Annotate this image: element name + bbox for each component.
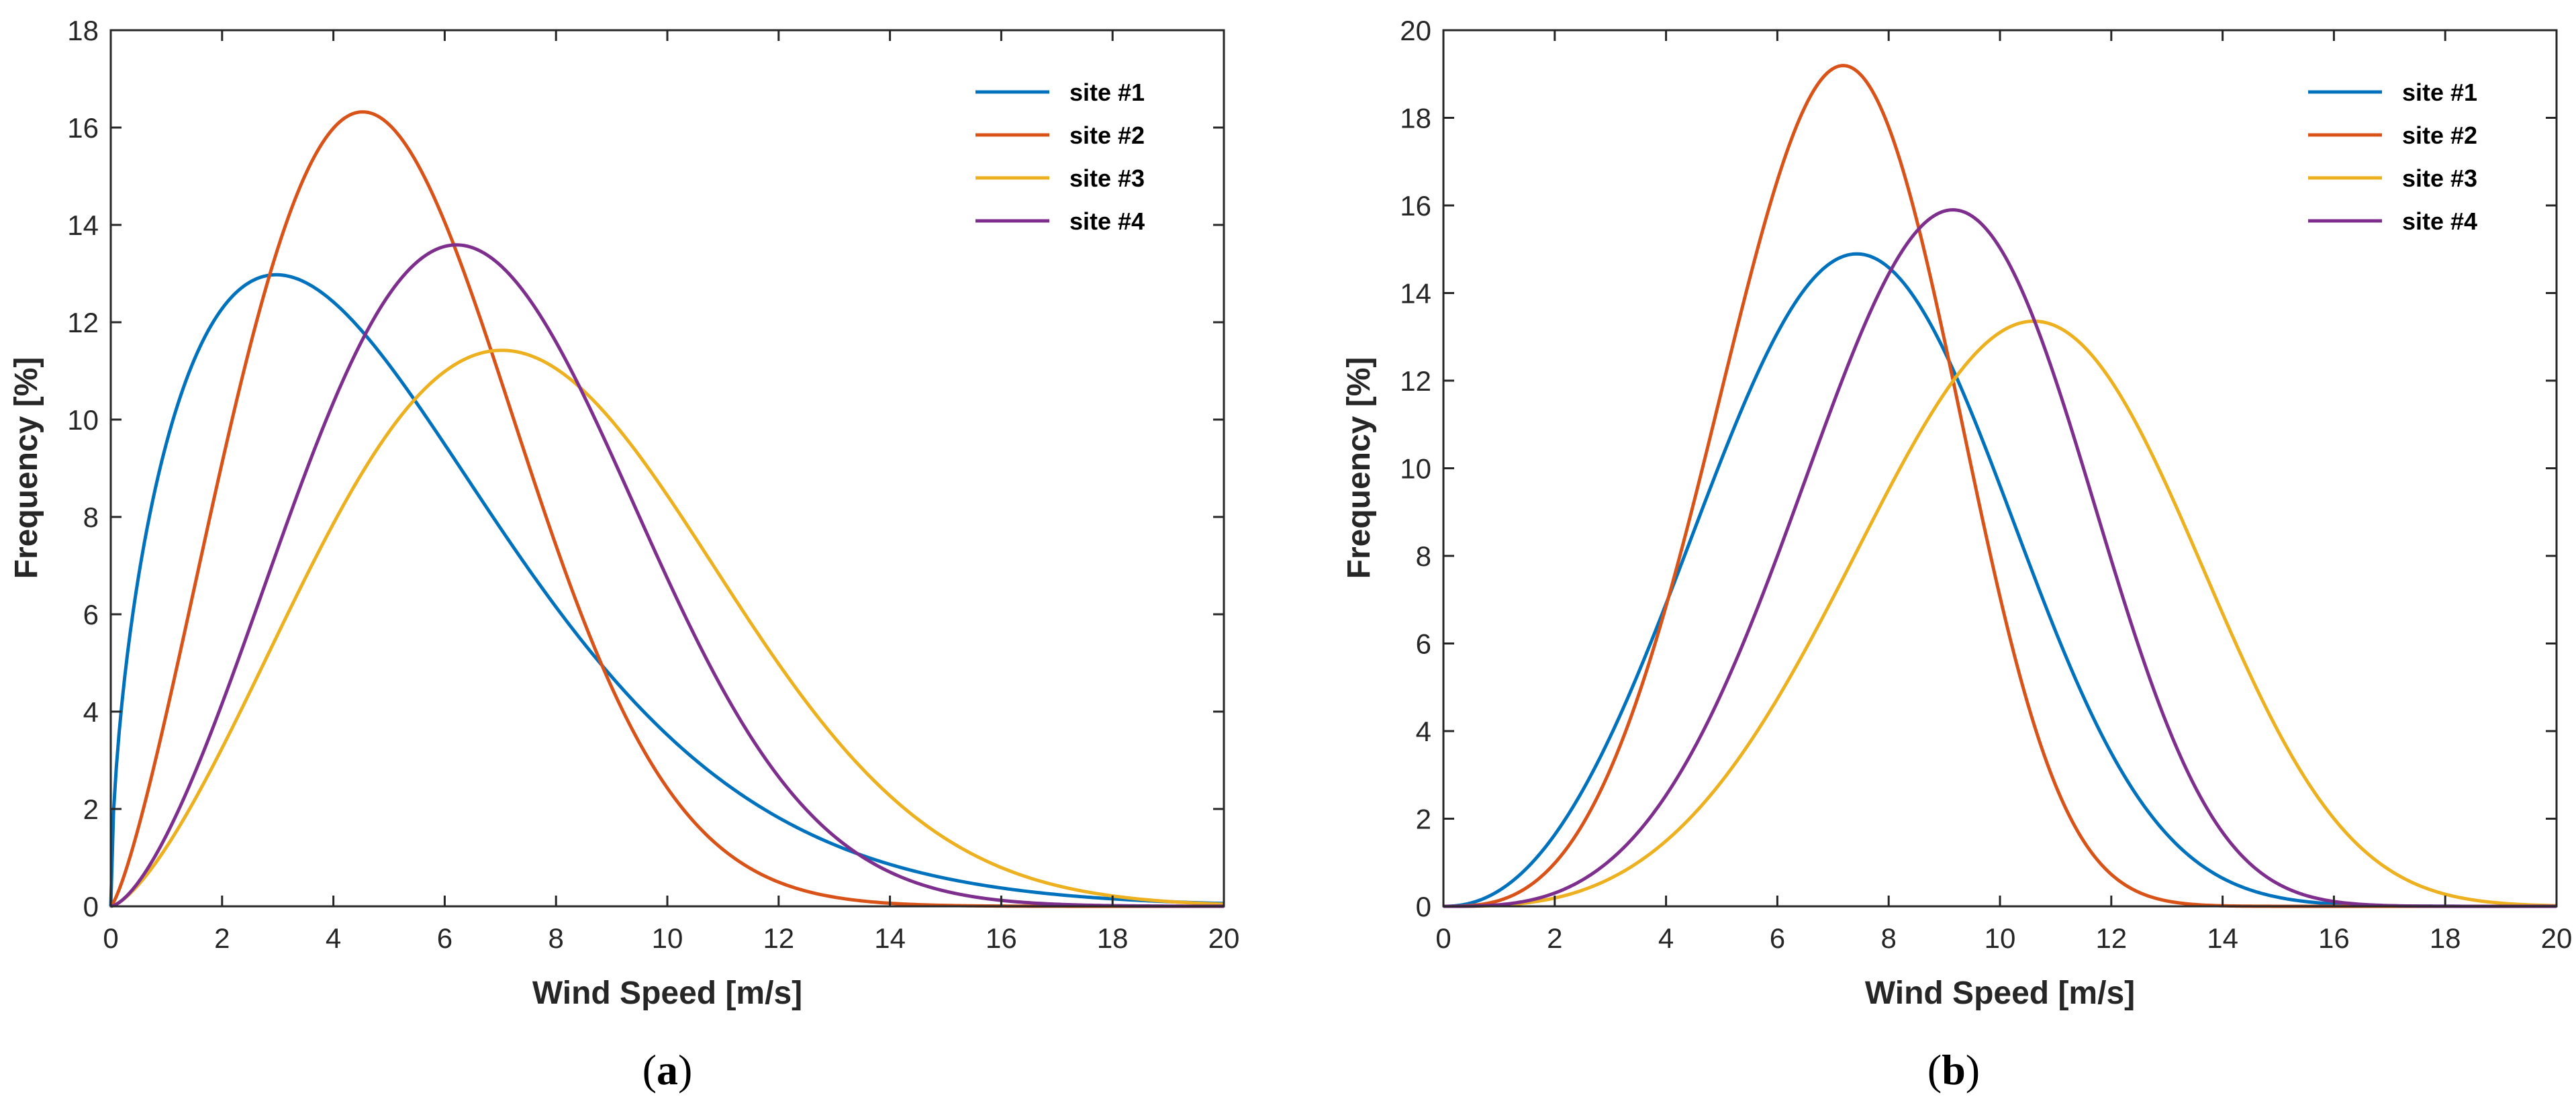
- y-axis-label-b: Frequency [%]: [1341, 357, 1377, 579]
- y-tick-label: 12: [67, 307, 99, 338]
- x-tick-label: 8: [548, 922, 564, 954]
- x-tick-label: 12: [763, 922, 794, 954]
- x-tick-label: 6: [437, 922, 452, 954]
- x-tick-label: 0: [1435, 922, 1451, 954]
- x-tick-label: 14: [874, 922, 906, 954]
- y-axis-label-a: Frequency [%]: [9, 357, 44, 579]
- legend-label-site-1: site #1: [1069, 79, 1145, 106]
- x-tick-label: 14: [2207, 922, 2238, 954]
- x-tick-label: 18: [2430, 922, 2461, 954]
- x-tick-label: 18: [1097, 922, 1129, 954]
- chart-panel-b: 0 2 4 6 8 10 12 14 16 18 20 0 2 4 6 8 10 12 14 16 18 20 site …: [1341, 15, 2572, 1094]
- ticks-layer-b: 0 2 4 6 8 10 12 14 16 18 20 0 2 4 6 8 10 12 14 16 18 20: [1400, 15, 2572, 954]
- x-tick-label: 4: [326, 922, 341, 954]
- x-axis-label-b: Wind Speed [m/s]: [1865, 975, 2135, 1011]
- legend-label-site-2: site #2: [2402, 122, 2477, 149]
- legend-label-site-4: site #4: [1069, 207, 1145, 235]
- y-tick-label: 18: [1400, 103, 1431, 134]
- legend-label-site-4: site #4: [2402, 207, 2477, 235]
- legend-label-site-2: site #2: [1069, 122, 1145, 149]
- series-layer-b: [1443, 64, 2557, 908]
- x-tick-label: 2: [214, 922, 230, 954]
- x-axis-label-a: Wind Speed [m/s]: [532, 975, 802, 1011]
- y-tick-label: 16: [67, 112, 99, 144]
- y-tick-label: 10: [67, 404, 99, 436]
- x-tick-label: 4: [1658, 922, 1674, 954]
- y-tick-label: 4: [1416, 716, 1431, 747]
- x-tick-label: 10: [1985, 922, 2016, 954]
- y-tick-label: 18: [67, 15, 99, 46]
- panel-letter-b: b: [1942, 1046, 1966, 1094]
- y-tick-label: 6: [1416, 628, 1431, 660]
- x-tick-label: 16: [2318, 922, 2350, 954]
- x-tick-label: 12: [2095, 922, 2127, 954]
- y-tick-label: 14: [1400, 278, 1431, 309]
- series-line-a-site-1: [109, 273, 1225, 907]
- y-tick-label: 6: [83, 599, 99, 630]
- series-line-b-site-3: [1443, 319, 2557, 908]
- x-tick-label: 16: [986, 922, 1017, 954]
- legend-b: site #1 site #2 site #3 site #4: [2308, 79, 2477, 235]
- series-line-a-site-4: [110, 243, 1224, 908]
- y-tick-label: 2: [1416, 804, 1431, 835]
- panel-label-a: (a): [642, 1046, 693, 1094]
- legend-a: site #1 site #2 site #3 site #4: [975, 79, 1145, 235]
- legend-label-site-3: site #3: [1069, 164, 1145, 192]
- series-line-b-site-4: [1443, 208, 2557, 908]
- y-tick-label: 0: [1416, 891, 1431, 922]
- chart-panel-a: 0 2 4 6 8 10 12 14 16 18 20 0 2 4 6 8 10 12 14 16 18 site #1…: [9, 15, 1239, 1094]
- x-tick-label: 20: [1208, 922, 1240, 954]
- ticks-layer-a: 0 2 4 6 8 10 12 14 16 18 20 0 2 4 6 8 10 12 14 16 18: [67, 15, 1239, 954]
- y-tick-label: 8: [83, 501, 99, 533]
- x-tick-label: 6: [1770, 922, 1785, 954]
- x-tick-label: 10: [652, 922, 683, 954]
- y-tick-label: 14: [67, 209, 99, 241]
- legend-label-site-1: site #1: [2402, 79, 2477, 106]
- x-tick-label: 8: [1881, 922, 1897, 954]
- y-tick-label: 16: [1400, 190, 1431, 222]
- y-tick-label: 20: [1400, 15, 1431, 46]
- panel-label-b: (b): [1927, 1046, 1980, 1094]
- x-tick-label: 2: [1547, 922, 1562, 954]
- y-tick-label: 12: [1400, 365, 1431, 397]
- x-tick-label: 0: [103, 922, 118, 954]
- legend-label-site-3: site #3: [2402, 164, 2477, 192]
- series-line-a-site-3: [110, 348, 1225, 908]
- y-tick-label: 2: [83, 794, 99, 825]
- x-tick-label: 20: [2541, 922, 2573, 954]
- y-tick-label: 0: [83, 891, 99, 922]
- y-tick-label: 10: [1400, 453, 1431, 485]
- y-tick-label: 8: [1416, 540, 1431, 572]
- panel-letter-a: a: [657, 1046, 678, 1094]
- y-tick-label: 4: [83, 696, 99, 728]
